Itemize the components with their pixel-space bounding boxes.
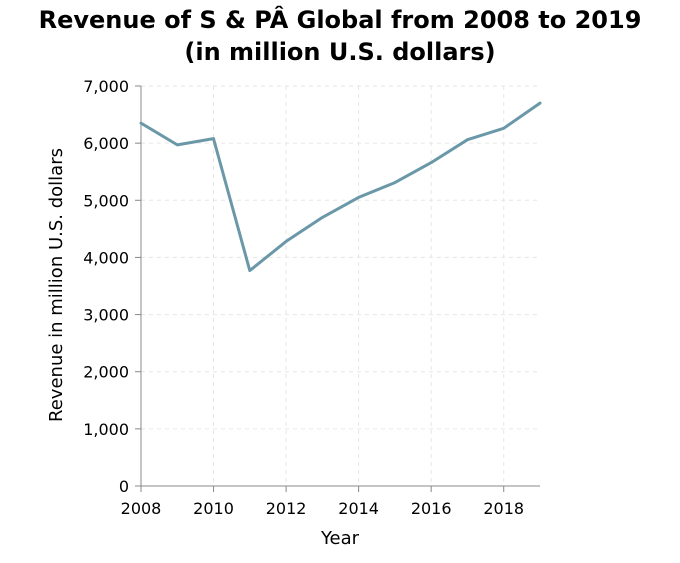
y-tick-label-3: 3,000	[83, 306, 129, 325]
y-tick-label-4: 4,000	[83, 248, 129, 267]
x-axis-label: Year	[320, 528, 360, 549]
chart-title-line-1: Revenue of S & PÂ Global from 2008 to 20…	[39, 5, 642, 34]
x-tick-label-3: 2014	[338, 499, 379, 518]
series-layer	[139, 101, 542, 273]
x-tick-label-4: 2016	[411, 499, 452, 518]
y-axis-label: Revenue in million U.S. dollars	[46, 148, 67, 422]
y-tick-label-0: 0	[119, 477, 129, 496]
y-tick-label-7: 7,000	[83, 77, 129, 96]
x-tick-label-0: 2008	[121, 499, 162, 518]
x-tick-label-2: 2012	[266, 499, 307, 518]
axis-layer	[135, 85, 540, 492]
y-tick-label-2: 2,000	[83, 363, 129, 382]
series-line-0	[139, 101, 542, 273]
label-layer: 0 1,000 2,000 3,000 4,000 5,000 6,000 7,000 2008…	[83, 77, 524, 518]
chart-title-line-2: (in million U.S. dollars)	[184, 38, 495, 66]
x-tick-label-5: 2018	[483, 499, 524, 518]
y-tick-label-1: 1,000	[83, 420, 129, 439]
x-tick-label-1: 2010	[193, 499, 234, 518]
grid-layer	[141, 85, 540, 486]
y-tick-label-5: 5,000	[83, 191, 129, 210]
y-tick-label-6: 6,000	[83, 134, 129, 153]
